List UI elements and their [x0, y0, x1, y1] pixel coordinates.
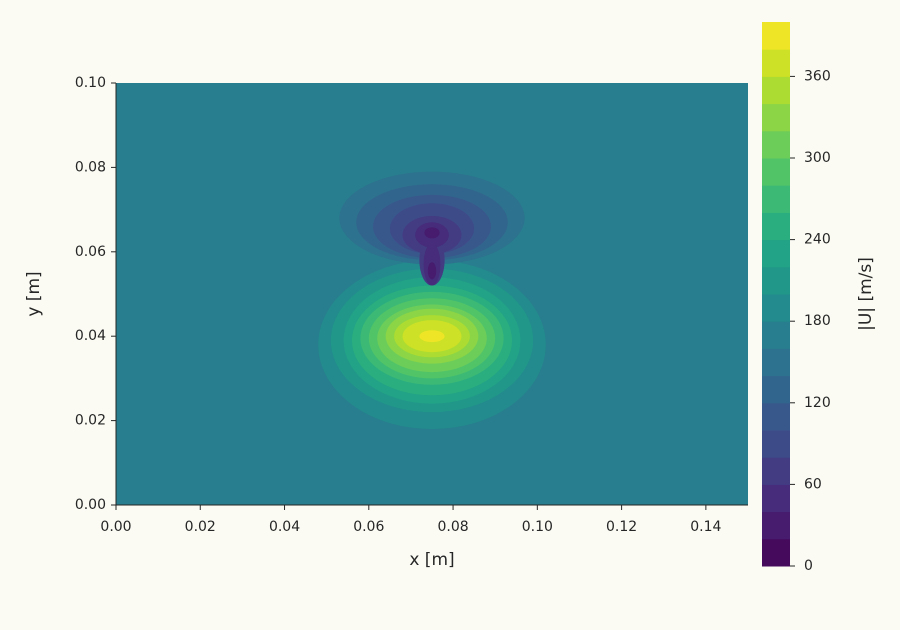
colorbar-label: |U| [m/s]	[856, 257, 876, 331]
colorbar-tick-label: 120	[804, 395, 831, 411]
colorbar-band	[762, 402, 790, 431]
colorbar-band	[762, 538, 790, 567]
colorbar-band	[762, 103, 790, 132]
y-axis-label: y [m]	[24, 271, 44, 316]
y-tick-label: 0.04	[75, 328, 106, 344]
colorbar-band	[762, 484, 790, 513]
colorbar-tick-label: 60	[804, 476, 822, 492]
colorbar-band	[762, 266, 790, 295]
contour-region	[419, 330, 445, 343]
plot-area	[116, 83, 748, 505]
colorbar-band	[762, 158, 790, 186]
colorbar-band	[762, 212, 790, 241]
x-tick-label: 0.10	[522, 519, 553, 535]
x-tick-label: 0.02	[185, 519, 216, 535]
colorbar-tick-label: 180	[804, 313, 831, 329]
y-tick-label: 0.10	[75, 75, 106, 91]
colorbar-band	[762, 294, 790, 322]
colorbar-band	[762, 239, 790, 268]
colorbar-tick-label: 0	[804, 558, 813, 574]
colorbar-band	[762, 49, 790, 77]
x-tick-label: 0.06	[353, 519, 384, 535]
colorbar-band	[762, 430, 790, 458]
y-tick-label: 0.06	[75, 244, 106, 260]
x-axis-label: x [m]	[409, 550, 454, 570]
colorbar-band	[762, 76, 790, 105]
colorbar-band	[762, 348, 790, 377]
colorbar-band	[762, 375, 790, 404]
colorbar-band	[762, 22, 790, 50]
x-tick-label: 0.12	[606, 519, 637, 535]
contour-region	[427, 262, 437, 280]
y-tick-label: 0.00	[75, 497, 106, 513]
contour-region	[424, 227, 440, 239]
colorbar-band	[762, 457, 790, 485]
colorbar-band	[762, 511, 790, 540]
colorbar-tick-label: 240	[804, 232, 831, 248]
y-tick-label: 0.08	[75, 159, 106, 175]
colorbar-tick-label: 300	[804, 150, 831, 166]
x-tick-label: 0.00	[100, 519, 131, 535]
y-tick-label: 0.02	[75, 413, 106, 429]
colorbar-band	[762, 130, 790, 159]
x-tick-label: 0.14	[690, 519, 721, 535]
colorbar-tick-label: 360	[804, 68, 831, 84]
colorbar-band	[762, 321, 790, 349]
x-tick-label: 0.04	[269, 519, 300, 535]
colorbar-band	[762, 185, 790, 213]
x-tick-label: 0.08	[437, 519, 468, 535]
